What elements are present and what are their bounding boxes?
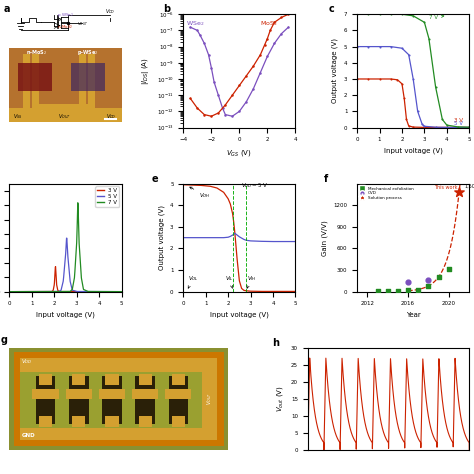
Point xyxy=(425,282,432,290)
Bar xyxy=(99,389,125,399)
Text: $V_{OL}$: $V_{OL}$ xyxy=(188,274,199,288)
Bar xyxy=(65,389,92,399)
Text: MoS$_2$: MoS$_2$ xyxy=(260,19,278,28)
Text: $V_{DD}=5$ V: $V_{DD}=5$ V xyxy=(241,181,269,190)
Text: b: b xyxy=(163,4,170,14)
Text: $V_{DD}$: $V_{DD}$ xyxy=(21,357,33,366)
Bar xyxy=(32,389,59,399)
Bar xyxy=(72,374,85,385)
Text: n-MoS$_2$: n-MoS$_2$ xyxy=(56,24,73,31)
Text: $V_{DD}$: $V_{DD}$ xyxy=(106,112,116,121)
Bar xyxy=(79,54,86,108)
Legend: 3 V, 5 V, 7 V: 3 V, 5 V, 7 V xyxy=(95,186,119,207)
Bar xyxy=(32,54,39,108)
X-axis label: Input voltage (V): Input voltage (V) xyxy=(384,148,443,155)
Bar xyxy=(39,374,52,385)
Text: WSe$_2$: WSe$_2$ xyxy=(186,19,204,28)
Bar xyxy=(20,428,217,440)
Point xyxy=(404,279,412,286)
Bar xyxy=(72,417,85,427)
X-axis label: Year: Year xyxy=(406,312,420,318)
Text: 5 V: 5 V xyxy=(454,121,463,126)
Text: h: h xyxy=(272,337,279,348)
Bar xyxy=(39,417,52,427)
Text: a: a xyxy=(4,4,10,14)
Y-axis label: Gain (V/V): Gain (V/V) xyxy=(321,220,328,255)
X-axis label: Input voltage (V): Input voltage (V) xyxy=(210,312,269,319)
Point xyxy=(455,189,463,196)
Text: $V_{OH}$: $V_{OH}$ xyxy=(190,187,210,200)
Point xyxy=(435,273,442,281)
Point xyxy=(394,287,401,294)
Y-axis label: $V_{out}$ (V): $V_{out}$ (V) xyxy=(275,385,285,412)
Text: $V_{OUT}$: $V_{OUT}$ xyxy=(205,392,214,405)
Point xyxy=(414,286,422,293)
Bar xyxy=(165,389,191,399)
Bar xyxy=(36,376,55,424)
Text: e: e xyxy=(152,173,158,183)
Bar xyxy=(18,63,52,91)
Text: $V_{IH}$: $V_{IH}$ xyxy=(247,274,256,288)
Text: 3 V: 3 V xyxy=(454,118,463,123)
Bar xyxy=(136,376,155,424)
Text: $V_{DD}$: $V_{DD}$ xyxy=(105,7,116,16)
Bar xyxy=(88,54,95,108)
Bar xyxy=(20,358,217,373)
Bar xyxy=(169,376,188,424)
Point xyxy=(425,276,432,283)
Bar xyxy=(105,417,118,427)
Y-axis label: Output voltage (V): Output voltage (V) xyxy=(332,38,338,103)
Text: f: f xyxy=(323,173,328,183)
Text: GND: GND xyxy=(21,433,35,438)
X-axis label: $V_{GS}$ (V): $V_{GS}$ (V) xyxy=(227,148,252,158)
Point xyxy=(404,287,412,294)
Bar xyxy=(9,48,122,122)
Text: g: g xyxy=(1,335,8,345)
Bar xyxy=(69,376,89,424)
Text: $V_{OUT}$: $V_{OUT}$ xyxy=(77,20,88,27)
Point xyxy=(374,287,381,295)
Bar xyxy=(132,389,158,399)
Bar xyxy=(37,104,93,113)
Text: p-WSe$_2$: p-WSe$_2$ xyxy=(56,11,73,19)
Text: 1,500: 1,500 xyxy=(464,184,474,189)
Text: 7 V: 7 V xyxy=(429,15,444,20)
Text: $V_{OUT}$: $V_{OUT}$ xyxy=(58,112,71,121)
Bar xyxy=(202,358,217,440)
Bar xyxy=(172,374,185,385)
Point xyxy=(384,287,392,295)
Bar xyxy=(20,358,217,440)
Bar xyxy=(23,54,30,108)
Bar xyxy=(9,108,122,122)
Text: $V_{IL}$: $V_{IL}$ xyxy=(225,274,234,288)
Text: $V_{SS}$: $V_{SS}$ xyxy=(13,112,22,121)
Bar xyxy=(105,374,118,385)
Text: This work: This work xyxy=(434,185,457,191)
Bar xyxy=(172,417,185,427)
Bar xyxy=(138,417,152,427)
Point xyxy=(445,265,453,273)
Y-axis label: $|I_{DS}|$ (A): $|I_{DS}|$ (A) xyxy=(140,57,151,85)
Text: n-MoS$_2$: n-MoS$_2$ xyxy=(26,48,47,57)
Text: c: c xyxy=(329,4,335,14)
Legend: Mechanical exfoliation, CVD, Solution process: Mechanical exfoliation, CVD, Solution pr… xyxy=(359,186,414,201)
Text: p-WSe$_2$: p-WSe$_2$ xyxy=(77,48,98,57)
Bar xyxy=(138,374,152,385)
Y-axis label: Output voltage (V): Output voltage (V) xyxy=(158,205,164,270)
Bar xyxy=(71,63,105,91)
Bar xyxy=(102,376,122,424)
X-axis label: Input voltage (V): Input voltage (V) xyxy=(36,312,95,319)
